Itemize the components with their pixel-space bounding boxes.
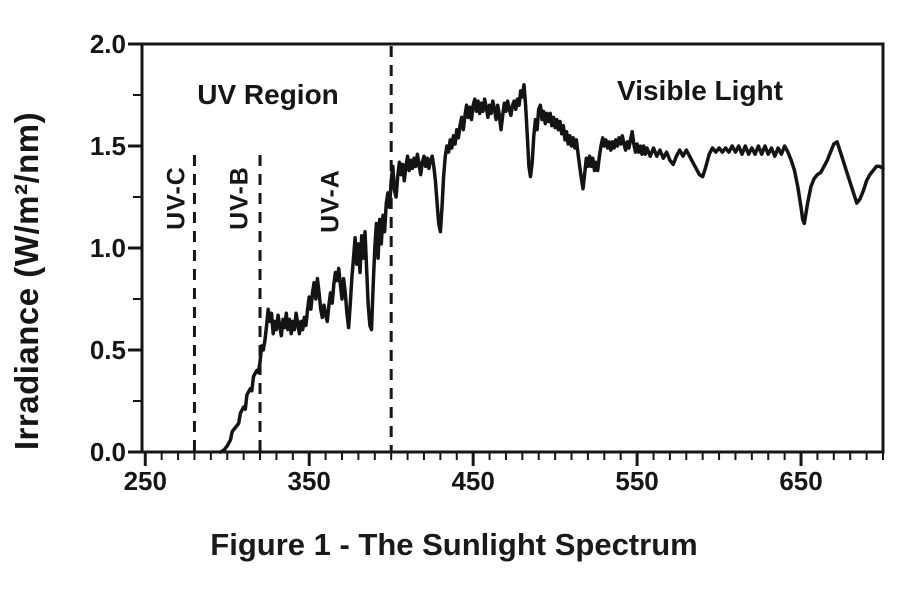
figure-caption: Figure 1 - The Sunlight Spectrum	[210, 527, 698, 562]
y-tick-label-1.0: 1.0	[89, 233, 126, 263]
uv-b-band-label: UV-B	[225, 166, 254, 230]
visible-light-label: Visible Light	[617, 75, 783, 106]
y-axis-title: Irradiance (W/m²/nm)	[8, 111, 45, 451]
y-tick-label-0.0: 0.0	[89, 437, 126, 467]
x-tick-label-350: 350	[287, 466, 331, 496]
plot-frame	[140, 42, 885, 454]
uv-c-band-label: UV-C	[162, 166, 191, 230]
y-tick-label-2.0: 2.0	[89, 29, 126, 59]
uv-region-label: UV Region	[197, 79, 339, 110]
x-tick-label-250: 250	[123, 466, 167, 496]
y-tick-label-0.5: 0.5	[89, 335, 126, 365]
x-tick-label-450: 450	[451, 466, 495, 496]
uv-a-band-label: UV-A	[316, 169, 345, 233]
x-tick-label-550: 550	[615, 466, 659, 496]
x-tick-label-650: 650	[779, 466, 823, 496]
y-tick-label-1.5: 1.5	[89, 131, 126, 161]
irradiance-curve	[218, 83, 885, 454]
